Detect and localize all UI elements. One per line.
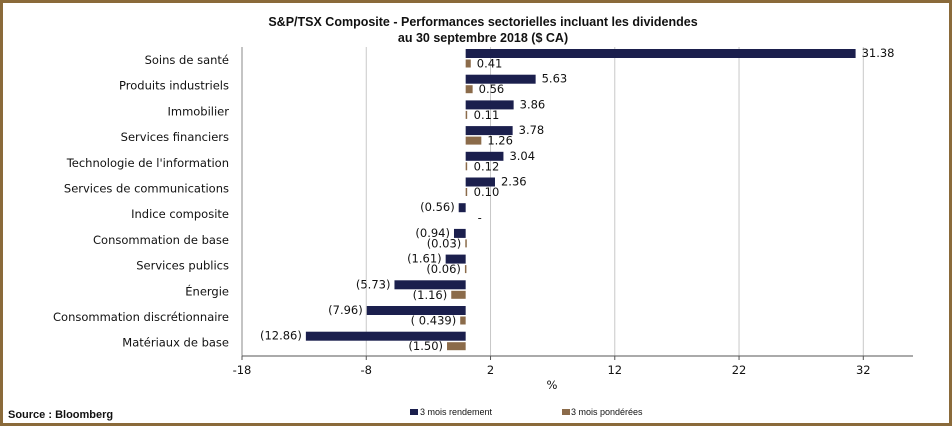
data-label-3-mois-rendement-services-financiers: 3.78 [519, 123, 545, 137]
category-label-services-financiers: Services financiers [121, 130, 229, 144]
category-label-consommation-discretionnaire: Consommation discrétionnaire [53, 310, 229, 324]
source-note: Source : Bloomberg [8, 409, 113, 421]
bar-3-mois-ponderees-energie [451, 290, 466, 299]
category-label-consommation-de-base: Consommation de base [93, 233, 229, 247]
data-label-3-mois-rendement-indice-composite: (0.56) [420, 200, 455, 214]
data-label-3-mois-ponderees-services-de-communications: 0.10 [474, 185, 500, 199]
x-tick-label: 32 [856, 363, 871, 377]
data-label-3-mois-rendement-consommation-de-base: (0.94) [415, 226, 450, 240]
data-label-3-mois-ponderees-energie: (1.16) [413, 288, 448, 302]
bar-3-mois-rendement-immobilier [465, 100, 514, 110]
bar-3-mois-rendement-indice-composite [458, 203, 466, 213]
data-label-3-mois-rendement-energie: (5.73) [356, 277, 391, 291]
bar-3-mois-rendement-soins-de-sante [465, 49, 856, 58]
category-labels: Soins de santé Produits industriels Immobi… [53, 53, 229, 350]
data-label-3-mois-rendement-technologie-de-l-information: 3.04 [509, 149, 535, 163]
data-label-3-mois-rendement-immobilier: 3.86 [520, 97, 546, 111]
x-axis-label: % [547, 378, 558, 392]
data-label-3-mois-rendement-services-publics: (1.61) [407, 252, 442, 266]
x-tick-label: 12 [607, 363, 622, 377]
category-label-immobilier: Immobilier [167, 104, 229, 118]
legend: 3 mois rendement 3 mois pondérées [410, 407, 643, 417]
data-label-3-mois-ponderees-immobilier: 0.11 [474, 108, 500, 122]
category-label-soins-de-sante: Soins de santé [145, 53, 229, 67]
bar-3-mois-ponderees-consommation-de-base [465, 239, 467, 248]
bar-3-mois-rendement-consommation-de-base [453, 228, 466, 238]
bar-3-mois-rendement-services-de-communications [465, 177, 495, 187]
data-label-3-mois-ponderees-technologie-de-l-information: 0.12 [474, 159, 500, 173]
x-tick-label: -8 [361, 363, 372, 377]
bar-3-mois-rendement-services-financiers [465, 126, 513, 136]
sector-performance-chart: S&P/TSX Composite - Performances sectori… [8, 15, 913, 421]
data-label-3-mois-ponderees-materiaux-de-base: (1.50) [408, 339, 443, 353]
legend-swatch-3-mois-rendement [410, 409, 418, 415]
bar-3-mois-ponderees-services-publics [464, 265, 467, 274]
data-label-3-mois-ponderees-consommation-discretionnaire: ( 0.439) [411, 314, 457, 328]
bar-3-mois-rendement-produits-industriels [465, 74, 536, 84]
category-label-produits-industriels: Produits industriels [119, 79, 229, 93]
category-label-technologie-de-l-information: Technologie de l'information [66, 156, 229, 170]
data-label-3-mois-ponderees-produits-industriels: 0.56 [479, 82, 505, 96]
bar-3-mois-ponderees-technologie-de-l-information [465, 162, 468, 171]
category-label-materiaux-de-base: Matériaux de base [122, 336, 229, 350]
data-label-3-mois-ponderees-indice-composite: - [478, 211, 482, 225]
category-label-services-de-communications: Services de communications [64, 182, 229, 196]
bar-3-mois-ponderees-produits-industriels [465, 85, 473, 94]
legend-label-3-mois-rendement: 3 mois rendement [420, 407, 493, 417]
category-label-indice-composite: Indice composite [131, 207, 229, 221]
bar-3-mois-rendement-materiaux-de-base [305, 331, 466, 341]
data-label-3-mois-ponderees-consommation-de-base: (0.03) [427, 236, 462, 250]
data-label-3-mois-rendement-services-de-communications: 2.36 [501, 175, 527, 189]
bar-3-mois-rendement-energie [394, 280, 466, 290]
bar-3-mois-ponderees-consommation-discretionnaire [460, 316, 466, 325]
gridlines [241, 47, 864, 360]
chart-subtitle: au 30 septembre 2018 ($ CA) [398, 31, 568, 45]
x-tick-label: -18 [233, 363, 252, 377]
data-label-3-mois-rendement-produits-industriels: 5.63 [542, 72, 568, 86]
category-label-services-publics: Services publics [136, 259, 229, 273]
data-label-3-mois-rendement-soins-de-sante: 31.38 [862, 46, 895, 60]
category-label-energie: Énergie [185, 283, 229, 298]
x-tick-label: 2 [487, 363, 494, 377]
data-label-3-mois-ponderees-services-publics: (0.06) [426, 262, 461, 276]
bar-3-mois-ponderees-immobilier [465, 110, 468, 119]
legend-label-3-mois-ponderees: 3 mois pondérées [571, 407, 643, 417]
bars: 31.38 0.41 5.63 0.56 3.86 0.11 3.78 1.263.04 0.1… [260, 46, 895, 353]
data-label-3-mois-ponderees-soins-de-sante: 0.41 [477, 57, 503, 71]
legend-swatch-3-mois-ponderees [562, 409, 570, 415]
chart-title: S&P/TSX Composite - Performances sectori… [268, 15, 697, 29]
x-tick-label: 22 [732, 363, 747, 377]
bar-3-mois-rendement-services-publics [445, 254, 466, 264]
bar-3-mois-rendement-technologie-de-l-information [465, 151, 504, 161]
data-label-3-mois-rendement-consommation-discretionnaire: (7.96) [328, 303, 363, 317]
x-tick-labels: -18 -8 2 12 22 32 [233, 363, 871, 377]
data-label-3-mois-rendement-materiaux-de-base: (12.86) [260, 329, 302, 343]
bar-3-mois-rendement-consommation-discretionnaire [366, 306, 466, 315]
bar-3-mois-ponderees-soins-de-sante [465, 59, 471, 68]
data-label-3-mois-ponderees-services-financiers: 1.26 [487, 134, 513, 148]
bar-3-mois-ponderees-services-financiers [465, 136, 482, 145]
bar-3-mois-ponderees-services-de-communications [465, 188, 468, 196]
bar-3-mois-ponderees-materiaux-de-base [447, 342, 466, 351]
